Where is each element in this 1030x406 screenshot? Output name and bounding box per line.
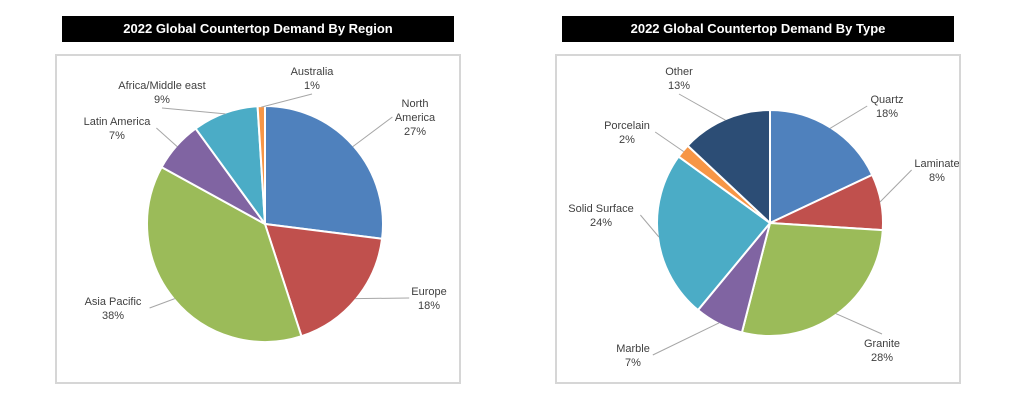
plot-area-type: Quartz 18% Laminate 8% Granite 28% Marble 7% Sol…: [555, 54, 961, 384]
pie-data-label-latin-america: Latin America 7%: [84, 116, 152, 142]
pie-data-label-quartz: Quartz 18%: [870, 94, 903, 120]
pie-slice-north-america: [264, 105, 384, 240]
label-leader-line-quartz: [829, 105, 868, 129]
pie-data-label-solid-surface: Solid Surface 24%: [568, 203, 633, 229]
chart-group-type: 2022 Global Countertop Demand By Type Qu…: [555, 16, 961, 384]
label-leader-line-solid-surface: [640, 214, 660, 238]
label-leader-line-porcelain: [654, 131, 684, 153]
pie-data-label-europe: Europe 18%: [411, 286, 446, 312]
pie-slice-solid-surface: [656, 155, 771, 312]
label-leader-line-africa-middle-east: [161, 107, 226, 115]
label-leader-line-europe: [355, 297, 410, 300]
pie-data-label-marble: Marble 7%: [616, 343, 650, 369]
label-leader-line-latin-america: [156, 127, 178, 147]
chart-title-bar-region: 2022 Global Countertop Demand By Region: [62, 16, 454, 42]
chart-title-region: 2022 Global Countertop Demand By Region: [123, 21, 393, 36]
label-leader-line-asia-pacific: [149, 298, 175, 309]
chart-group-region: 2022 Global Countertop Demand By Region …: [55, 16, 461, 384]
type-pie-svg: Quartz 18% Laminate 8% Granite 28% Marble 7% Sol…: [568, 66, 959, 369]
chart-title-type: 2022 Global Countertop Demand By Type: [630, 21, 886, 36]
pie-data-label-other: Other 13%: [665, 66, 693, 92]
label-leader-line-australia: [261, 93, 313, 108]
label-leader-line-other: [678, 93, 726, 121]
label-leader-line-north-america: [352, 116, 393, 148]
region-pie-svg: North America 27% Europe 18% Asia Pacific 38% L…: [84, 66, 447, 343]
label-leader-line-laminate: [879, 169, 912, 203]
pie-data-label-australia: Australia 1%: [291, 66, 335, 92]
pie-data-label-north-america: North America 27%: [395, 98, 436, 138]
pie-data-label-asia-pacific: Asia Pacific 38%: [85, 296, 142, 322]
pie-data-label-porcelain: Porcelain 2%: [604, 120, 650, 146]
pie-data-label-africa-middle-east: Africa/Middle east 9%: [118, 80, 205, 106]
pie-slice-europe: [264, 223, 384, 338]
plot-area-region: North America 27% Europe 18% Asia Pacific 38% L…: [55, 54, 461, 384]
pie-data-label-laminate: Laminate 8%: [914, 158, 959, 184]
chart-title-bar-type: 2022 Global Countertop Demand By Type: [562, 16, 954, 42]
pie-slice-other: [686, 109, 771, 224]
pie-data-label-granite: Granite 28%: [864, 338, 900, 364]
label-leader-line-marble: [652, 322, 720, 356]
label-leader-line-granite: [835, 313, 883, 335]
